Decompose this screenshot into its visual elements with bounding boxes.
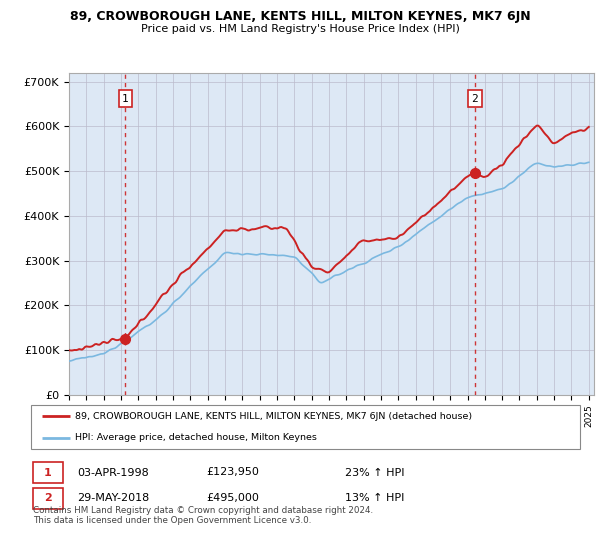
Text: 1: 1 bbox=[122, 94, 128, 104]
Text: £495,000: £495,000 bbox=[206, 493, 260, 503]
Text: 23% ↑ HPI: 23% ↑ HPI bbox=[344, 468, 404, 478]
Text: 03-APR-1998: 03-APR-1998 bbox=[77, 468, 149, 478]
Text: 29-MAY-2018: 29-MAY-2018 bbox=[77, 493, 149, 503]
Text: 2: 2 bbox=[44, 493, 52, 503]
FancyBboxPatch shape bbox=[33, 488, 63, 509]
Text: 89, CROWBOROUGH LANE, KENTS HILL, MILTON KEYNES, MK7 6JN (detached house): 89, CROWBOROUGH LANE, KENTS HILL, MILTON… bbox=[75, 412, 472, 421]
Text: HPI: Average price, detached house, Milton Keynes: HPI: Average price, detached house, Milt… bbox=[75, 433, 317, 442]
Text: 1: 1 bbox=[44, 468, 52, 478]
Text: 89, CROWBOROUGH LANE, KENTS HILL, MILTON KEYNES, MK7 6JN: 89, CROWBOROUGH LANE, KENTS HILL, MILTON… bbox=[70, 10, 530, 23]
Text: 13% ↑ HPI: 13% ↑ HPI bbox=[344, 493, 404, 503]
Text: £123,950: £123,950 bbox=[206, 468, 260, 478]
Text: Contains HM Land Registry data © Crown copyright and database right 2024.
This d: Contains HM Land Registry data © Crown c… bbox=[33, 506, 373, 525]
FancyBboxPatch shape bbox=[31, 405, 580, 449]
FancyBboxPatch shape bbox=[33, 462, 63, 483]
Text: 2: 2 bbox=[472, 94, 478, 104]
Text: Price paid vs. HM Land Registry's House Price Index (HPI): Price paid vs. HM Land Registry's House … bbox=[140, 24, 460, 34]
